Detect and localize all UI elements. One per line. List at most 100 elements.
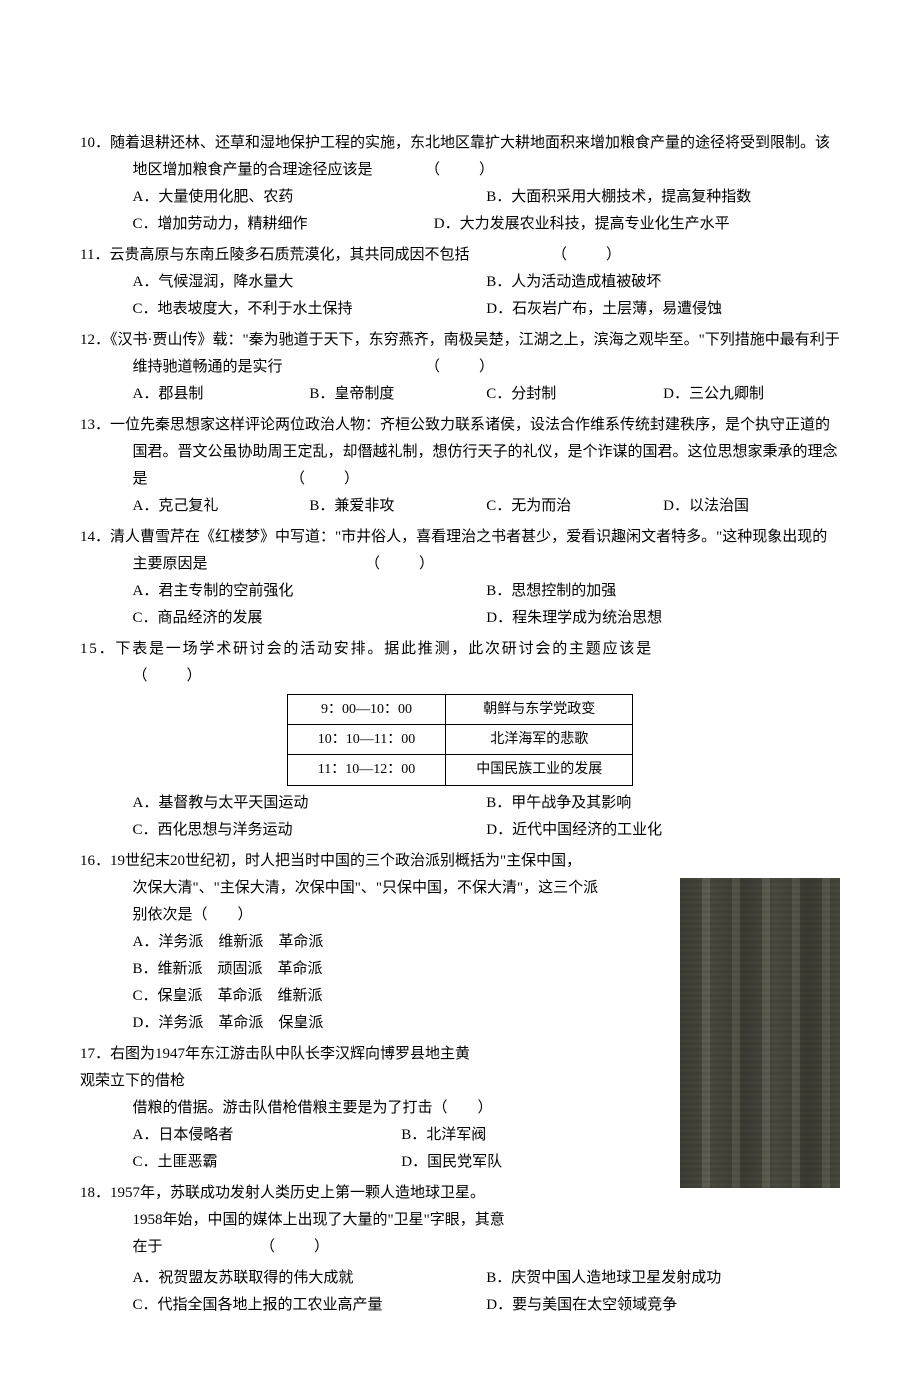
q14-stem-text: 清人曹雪芹在《红楼梦》中写道："市井俗人，喜看理治之书者甚少，爱看识趣闲文者特多… [110, 529, 827, 572]
q12-blank: （ ） [433, 359, 498, 375]
q14-stem: 14．清人曹雪芹在《红楼梦》中写道："市井俗人，喜看理治之书者甚少，爱看识趣闲文… [80, 524, 840, 578]
q13-num: 13． [80, 417, 110, 433]
table-row: 11：10—12：00 中国民族工业的发展 [287, 755, 632, 785]
q18-stem-1: 1957年，苏联成功发射人类历史上第一颗人造地球卫星。 [110, 1185, 485, 1201]
q16-stem-1: 19世纪末20世纪初，时人把当时中国的三个政治派别概括为"主保中国， [110, 853, 581, 869]
q13-opt-d: D．以法治国 [663, 493, 840, 520]
q18-opt-a: A．祝贺盟友苏联取得的伟大成就 [133, 1265, 487, 1292]
q14-opt-a: A．君主专制的空前强化 [133, 578, 487, 605]
q11-opt-d: D．石灰岩广布，土层薄，易遭侵蚀 [486, 296, 840, 323]
q17-opt-a: A．日本侵略者 [133, 1122, 402, 1149]
question-13: 13．一位先秦思想家这样评论两位政治人物：齐桓公致力联系诸侯，设法合作维系传统封… [80, 412, 840, 520]
q10-blank: （ ） [433, 162, 498, 178]
q13-stem: 13．一位先秦思想家这样评论两位政治人物：齐桓公致力联系诸侯，设法合作维系传统封… [80, 412, 840, 493]
q12-num: 12． [80, 332, 110, 348]
q10-stem: 10．随着退耕还林、还草和湿地保护工程的实施，东北地区靠扩大耕地面积来增加粮食产… [80, 130, 840, 184]
q11-opt-c: C．地表坡度大，不利于水土保持 [133, 296, 487, 323]
table-cell-time-1: 9：00—10：00 [287, 695, 445, 725]
q11-stem-text: 云贵高原与东南丘陵多石质荒漠化，其共同成因不包括 [109, 247, 469, 263]
question-10: 10．随着退耕还林、还草和湿地保护工程的实施，东北地区靠扩大耕地面积来增加粮食产… [80, 130, 840, 238]
q17-stem-1b: 观荣立下的借枪 [80, 1068, 670, 1095]
q15-opt-d: D．近代中国经济的工业化 [486, 817, 840, 844]
table-cell-topic-3: 中国民族工业的发展 [446, 755, 633, 785]
table-row: 10：10—11：00 北洋海军的悲歌 [287, 725, 632, 755]
q15-blank: （ ） [133, 668, 205, 684]
q15-opt-b: B．甲午战争及其影响 [486, 790, 840, 817]
q18-stem: 18．1957年，苏联成功发射人类历史上第一颗人造地球卫星。 [80, 1180, 670, 1207]
q16-opt-c: C．保皇派 革命派 维新派 [133, 983, 671, 1010]
q18-stem-3: 在于 （ ） [80, 1234, 670, 1261]
q12-stem: 12．《汉书·贾山传》载："秦为驰道于天下，东穷燕齐，南极吴楚，江湖之上，滨海之… [80, 327, 840, 381]
question-17: 17．右图为1947年东江游击队中队长李汉辉向博罗县地主黄 观荣立下的借枪 借粮… [80, 1041, 670, 1176]
q14-opt-c: C．商品经济的发展 [133, 605, 487, 632]
q13-opt-c: C．无为而治 [486, 493, 663, 520]
table-cell-time-2: 10：10—11：00 [287, 725, 445, 755]
q14-blank: （ ） [373, 556, 438, 572]
q13-opt-a: A．克己复礼 [133, 493, 310, 520]
q14-opt-d: D．程朱理学成为统治思想 [486, 605, 840, 632]
table-row: 9：00—10：00 朝鲜与东学党政变 [287, 695, 632, 725]
q13-stem-text: 一位先秦思想家这样评论两位政治人物：齐桓公致力联系诸侯，设法合作维系传统封建秩序… [110, 417, 838, 487]
q18-num: 18． [80, 1185, 110, 1201]
q15-options: A．基督教与太平天国运动 B．甲午战争及其影响 C．西化思想与洋务运动 D．近代… [80, 790, 840, 844]
q15-num: 15． [80, 641, 115, 657]
q12-opt-b: B．皇帝制度 [309, 381, 486, 408]
q12-opt-a: A．郡县制 [133, 381, 310, 408]
q18-stem-3-text: 在于 [133, 1239, 163, 1255]
table-cell-topic-2: 北洋海军的悲歌 [446, 725, 633, 755]
q17-stem: 17．右图为1947年东江游击队中队长李汉辉向博罗县地主黄 [80, 1041, 670, 1068]
table-cell-topic-1: 朝鲜与东学党政变 [446, 695, 633, 725]
question-15: 15．下表是一场学术研讨会的活动安排。据此推测，此次研讨会的主题应该是 （ ） … [80, 636, 840, 844]
q16-18-wrap: 16．19世纪末20世纪初，时人把当时中国的三个政治派别概括为"主保中国， 次保… [80, 848, 840, 1265]
q10-num: 10． [80, 135, 110, 151]
seminar-table: 9：00—10：00 朝鲜与东学党政变 10：10—11：00 北洋海军的悲歌 … [287, 694, 633, 786]
q13-options: A．克己复礼 B．兼爱非攻 C．无为而治 D．以法治国 [80, 493, 840, 520]
q15-opt-c: C．西化思想与洋务运动 [133, 817, 487, 844]
q18-opt-d: D．要与美国在太空领域竞争 [486, 1292, 840, 1319]
question-16: 16．19世纪末20世纪初，时人把当时中国的三个政治派别概括为"主保中国， 次保… [80, 848, 670, 1037]
q18-options: A．祝贺盟友苏联取得的伟大成就 B．庆贺中国人造地球卫星发射成功 C．代指全国各… [80, 1265, 840, 1319]
question-14: 14．清人曹雪芹在《红楼梦》中写道："市井俗人，喜看理治之书者甚少，爱看识趣闲文… [80, 524, 840, 632]
q11-num: 11． [80, 247, 109, 263]
q16-num: 16． [80, 853, 110, 869]
q15-stem-text: 下表是一场学术研讨会的活动安排。据此推测，此次研讨会的主题应该是 [115, 641, 653, 657]
question-18: 18．1957年，苏联成功发射人类历史上第一颗人造地球卫星。 1958年始，中国… [80, 1180, 670, 1261]
q16-opt-a: A．洋务派 维新派 革命派 [133, 929, 671, 956]
q15-stem: 15．下表是一场学术研讨会的活动安排。据此推测，此次研讨会的主题应该是 [80, 636, 840, 663]
question-12: 12．《汉书·贾山传》载："秦为驰道于天下，东穷燕齐，南极吴楚，江湖之上，滨海之… [80, 327, 840, 408]
q14-opt-b: B．思想控制的加强 [486, 578, 840, 605]
q11-opt-b: B．人为活动造成植被破坏 [486, 269, 840, 296]
q15-blank-line: （ ） [80, 663, 840, 690]
q16-opt-b: B．维新派 顽固派 革命派 [133, 956, 671, 983]
q16-stem: 16．19世纪末20世纪初，时人把当时中国的三个政治派别概括为"主保中国， [80, 848, 670, 875]
q18-opt-c: C．代指全国各地上报的工农业高产量 [133, 1292, 487, 1319]
receipt-image [680, 878, 840, 1188]
q13-opt-b: B．兼爱非攻 [309, 493, 486, 520]
q17-options: A．日本侵略者 B．北洋军阀 C．土匪恶霸 D．国民党军队 [80, 1122, 670, 1176]
q16-stem-2: 次保大清"、"主保大清，次保中国"、"只保中国，不保大清"，这三个派 [80, 875, 670, 902]
q17-opt-c: C．土匪恶霸 [133, 1149, 402, 1176]
q10-opt-a: A．大量使用化肥、农药 [133, 184, 487, 211]
table-cell-time-3: 11：10—12：00 [287, 755, 445, 785]
q11-opt-a: A．气候湿润，降水量大 [133, 269, 487, 296]
q17-opt-b: B．北洋军阀 [401, 1122, 670, 1149]
q17-stem-1: 右图为1947年东江游击队中队长李汉辉向博罗县地主黄 [110, 1046, 470, 1062]
q11-options: A．气候湿润，降水量大 B．人为活动造成植被破坏 C．地表坡度大，不利于水土保持… [80, 269, 840, 323]
q11-stem: 11．云贵高原与东南丘陵多石质荒漠化，其共同成因不包括 （ ） [80, 242, 840, 269]
q18-stem-2: 1958年始，中国的媒体上出现了大量的"卫星"字眼，其意 [80, 1207, 670, 1234]
q13-blank: （ ） [298, 471, 363, 487]
q12-opt-d: D．三公九卿制 [663, 381, 840, 408]
q10-options: A．大量使用化肥、农药 B．大面积采用大棚技术，提高复种指数 C．增加劳动力，精… [80, 184, 840, 238]
q14-num: 14． [80, 529, 110, 545]
q17-num: 17． [80, 1046, 110, 1062]
q12-opt-c: C．分封制 [486, 381, 663, 408]
q17-opt-d: D．国民党军队 [401, 1149, 670, 1176]
q15-opt-a: A．基督教与太平天国运动 [133, 790, 487, 817]
q14-options: A．君主专制的空前强化 B．思想控制的加强 C．商品经济的发展 D．程朱理学成为… [80, 578, 840, 632]
q12-options: A．郡县制 B．皇帝制度 C．分封制 D．三公九卿制 [80, 381, 840, 408]
q18-opt-b: B．庆贺中国人造地球卫星发射成功 [486, 1265, 840, 1292]
q16-stem-3: 别依次是（ ） [80, 902, 670, 929]
q17-stem-2: 借粮的借据。游击队借枪借粮主要是为了打击（ ） [80, 1095, 670, 1122]
q10-opt-d: D．大力发展农业科技，提高专业化生产水平 [434, 211, 788, 238]
q16-options: A．洋务派 维新派 革命派 B．维新派 顽固派 革命派 C．保皇派 革命派 维新… [80, 929, 670, 1037]
